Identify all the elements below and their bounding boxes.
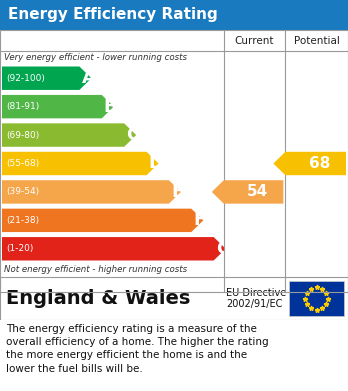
Polygon shape <box>2 209 203 232</box>
Text: Potential: Potential <box>294 36 340 45</box>
Text: (81-91): (81-91) <box>6 102 39 111</box>
Text: (69-80): (69-80) <box>6 131 39 140</box>
Text: Not energy efficient - higher running costs: Not energy efficient - higher running co… <box>4 265 187 274</box>
Polygon shape <box>274 152 346 175</box>
Text: 68: 68 <box>309 156 330 171</box>
Polygon shape <box>2 66 92 90</box>
Text: Energy Efficiency Rating: Energy Efficiency Rating <box>8 7 218 23</box>
Text: (92-100): (92-100) <box>6 74 45 83</box>
Text: England & Wales: England & Wales <box>6 289 190 308</box>
Polygon shape <box>2 123 136 147</box>
Bar <box>0 277 348 320</box>
Text: G: G <box>216 240 231 258</box>
FancyBboxPatch shape <box>0 0 348 30</box>
Text: Current: Current <box>235 36 274 45</box>
Text: (39-54): (39-54) <box>6 187 39 196</box>
Text: The energy efficiency rating is a measure of the
overall efficiency of a home. T: The energy efficiency rating is a measur… <box>6 324 269 373</box>
Text: 54: 54 <box>247 185 268 199</box>
Polygon shape <box>212 180 283 204</box>
Text: (21-38): (21-38) <box>6 216 39 225</box>
FancyBboxPatch shape <box>289 281 344 316</box>
Polygon shape <box>2 237 226 260</box>
Text: (55-68): (55-68) <box>6 159 39 168</box>
Text: C: C <box>126 126 140 144</box>
Polygon shape <box>2 95 114 118</box>
Polygon shape <box>2 152 159 175</box>
Bar <box>0 30 348 292</box>
Text: EU Directive
2002/91/EC: EU Directive 2002/91/EC <box>226 288 286 309</box>
Text: E: E <box>171 183 183 201</box>
Text: Very energy efficient - lower running costs: Very energy efficient - lower running co… <box>4 53 187 62</box>
Bar <box>0 320 348 391</box>
Text: D: D <box>149 154 164 172</box>
Text: A: A <box>81 69 95 87</box>
Text: (1-20): (1-20) <box>6 244 33 253</box>
Text: F: F <box>193 212 206 230</box>
Polygon shape <box>2 180 181 204</box>
Text: B: B <box>104 98 117 116</box>
